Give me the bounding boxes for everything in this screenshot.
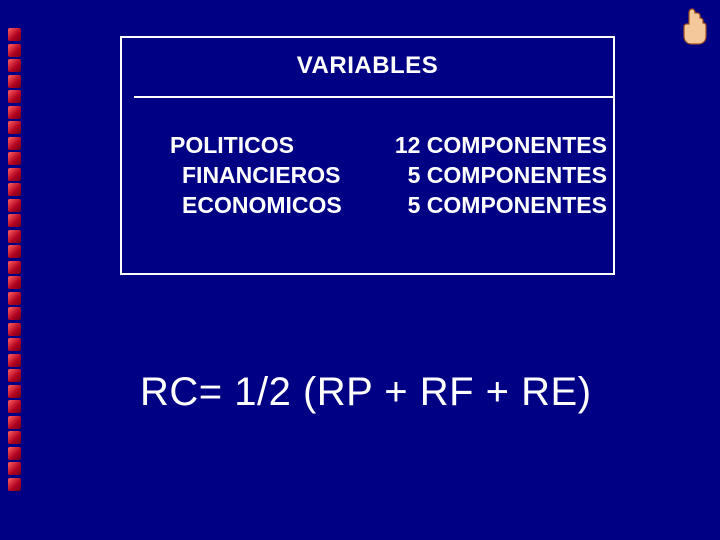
right-row-1: 12 COMPONENTES [387,130,607,160]
left-row-1: POLITICOS [170,130,387,160]
right-row-2: 5 COMPONENTES [387,160,607,190]
left-row-3: ECONOMICOS [170,190,387,220]
left-row-2: FINANCIEROS [170,160,387,190]
right-row-3: 5 COMPONENTES [387,190,607,220]
right-column: 12 COMPONENTES 5 COMPONENTES 5 COMPONENT… [387,130,613,220]
hand-pointing-up-icon [676,6,710,46]
variables-columns: POLITICOS FINANCIEROS ECONOMICOS 12 COMP… [122,130,613,220]
title-underline [134,96,613,98]
variables-box: VARIABLES POLITICOS FINANCIEROS ECONOMIC… [120,36,615,275]
left-column: POLITICOS FINANCIEROS ECONOMICOS [122,130,387,220]
formula-text: RC= 1/2 (RP + RF + RE) [140,370,592,415]
decorative-bullet-strip [8,28,26,491]
variables-title: VARIABLES [122,38,613,92]
